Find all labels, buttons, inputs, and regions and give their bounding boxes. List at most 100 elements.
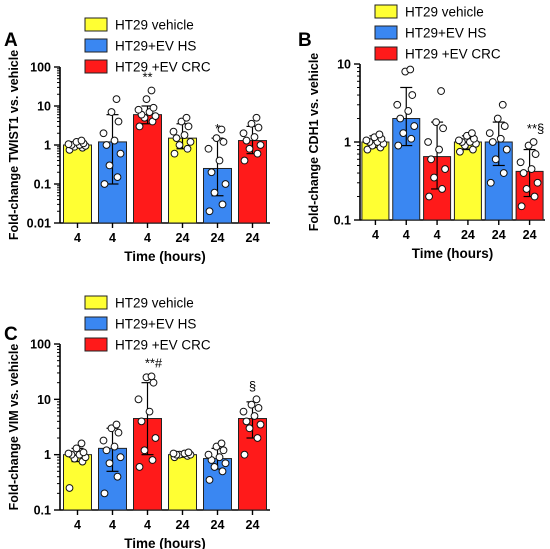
data-point xyxy=(172,134,181,143)
data-point xyxy=(439,124,447,133)
data-point xyxy=(110,442,119,451)
data-point xyxy=(486,178,495,187)
legend-swatch xyxy=(84,337,108,352)
y-axis-label: Fold-change VIM vs. vehicle xyxy=(7,344,21,511)
data-point xyxy=(204,450,213,459)
x-tick-label: 4 xyxy=(434,228,441,242)
x-axis-label: Time (hours) xyxy=(124,536,206,549)
data-point xyxy=(425,192,433,201)
data-point xyxy=(218,200,227,209)
y-tick-label: 0.01 xyxy=(27,217,51,231)
y-axis-label: Fold-change CDH1 vs. vehicle xyxy=(307,53,321,232)
significance-annotation: ** xyxy=(142,69,152,84)
data-point xyxy=(498,100,507,109)
data-point xyxy=(252,113,261,122)
data-point xyxy=(135,122,144,131)
legend-label: HT29+EV HS xyxy=(115,317,196,332)
data-point xyxy=(399,129,408,138)
data-point xyxy=(408,91,417,99)
significance-annotation: * xyxy=(215,121,220,136)
data-point xyxy=(219,138,228,146)
bar xyxy=(361,141,390,221)
data-point xyxy=(65,484,74,492)
data-point xyxy=(435,145,443,154)
legend-label: HT29+EV HS xyxy=(115,39,196,54)
x-tick-label: 24 xyxy=(246,518,260,532)
x-tick-label: 4 xyxy=(74,518,81,532)
x-tick-label: 4 xyxy=(109,518,116,532)
bar xyxy=(168,454,197,511)
data-point xyxy=(256,420,265,429)
legend-swatch xyxy=(374,46,398,61)
data-point xyxy=(177,117,186,126)
data-point xyxy=(242,417,251,426)
data-point xyxy=(239,407,248,416)
data-point xyxy=(394,141,403,150)
legend-label: HT29+EV HS xyxy=(405,26,486,41)
data-point xyxy=(455,136,463,145)
x-tick-label: 4 xyxy=(144,518,151,532)
legend-swatch xyxy=(84,59,108,74)
significance-annotation: **§ xyxy=(527,121,544,136)
x-tick-label: 4 xyxy=(74,231,81,245)
data-point xyxy=(407,134,416,143)
data-point xyxy=(500,122,509,130)
panel-b-letter: B xyxy=(298,30,312,51)
y-tick-label: 1 xyxy=(344,136,351,150)
legend-swatch xyxy=(374,4,398,19)
data-point xyxy=(170,149,179,158)
data-point xyxy=(151,434,160,442)
data-point xyxy=(182,113,191,122)
bar xyxy=(133,114,162,224)
data-point xyxy=(240,450,249,459)
data-point xyxy=(169,449,178,458)
legend-swatch xyxy=(84,17,108,32)
x-axis-label: Time (hours) xyxy=(124,249,206,264)
data-point xyxy=(441,165,449,173)
data-point xyxy=(252,395,261,404)
y-tick-label: 10 xyxy=(37,393,51,407)
chart-panel-a: HT29 vehicle HT29+EV HS HT29 +EV CRC 0.01 0.… xyxy=(7,17,270,264)
data-point xyxy=(180,131,189,139)
data-point xyxy=(432,118,440,126)
data-point xyxy=(137,417,146,426)
data-point xyxy=(215,453,224,462)
data-point xyxy=(437,87,445,95)
legend-swatch xyxy=(84,295,108,310)
data-point xyxy=(147,372,156,381)
data-point xyxy=(527,165,536,173)
y-tick-label: 0.1 xyxy=(334,214,351,228)
data-point xyxy=(250,412,259,420)
x-tick-label: 24 xyxy=(176,518,190,532)
x-tick-label: 4 xyxy=(403,228,410,242)
data-point xyxy=(456,147,464,156)
data-point xyxy=(114,428,123,437)
x-tick-label: 24 xyxy=(176,231,190,245)
data-point xyxy=(496,134,505,143)
data-point xyxy=(362,136,371,145)
data-point xyxy=(149,103,158,112)
bar xyxy=(238,140,267,224)
panel-c-letter: C xyxy=(4,324,18,345)
data-point xyxy=(134,105,143,114)
data-point xyxy=(522,185,531,193)
data-point xyxy=(99,129,108,138)
data-point xyxy=(112,95,121,104)
data-point xyxy=(256,141,265,149)
data-point xyxy=(488,138,497,146)
data-point xyxy=(247,119,256,128)
data-point xyxy=(430,173,438,182)
x-tick-label: 24 xyxy=(523,228,537,242)
data-point xyxy=(375,130,384,139)
data-point xyxy=(114,117,123,126)
data-point xyxy=(105,459,114,468)
data-point xyxy=(205,475,214,484)
y-tick-label: 0.1 xyxy=(34,178,51,192)
y-tick-label: 0.1 xyxy=(34,504,51,518)
data-point xyxy=(113,173,122,182)
x-tick-label: 4 xyxy=(109,231,116,245)
data-point xyxy=(102,446,111,455)
data-point xyxy=(502,145,511,154)
data-point xyxy=(145,407,154,416)
data-point xyxy=(242,136,251,145)
